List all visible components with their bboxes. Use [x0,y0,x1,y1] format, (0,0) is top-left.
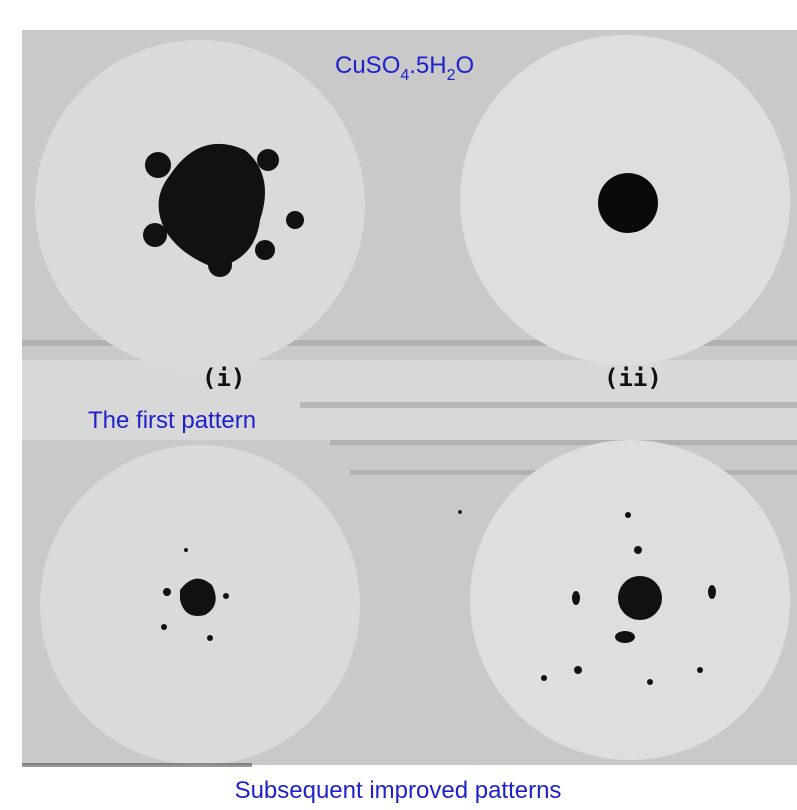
text-part: 4 [400,67,409,84]
diffraction-spots [161,548,229,641]
caption: The first pattern [88,407,256,434]
central-spot [598,173,658,233]
diffraction-spots [541,512,716,685]
speck [458,510,462,514]
text-part: .5H [409,52,446,79]
panel-label: (i) [202,364,245,392]
formula: CuSO4.5H2O [335,52,474,84]
panel-label: (ii) [604,364,662,392]
text-strip [22,360,797,440]
text-part: CuSO [335,52,400,79]
diffraction-blob [143,143,304,277]
text-part: O [456,52,475,79]
text-part: 2 [447,67,456,84]
caption: Subsequent improved patterns [235,777,562,804]
photo-edge [22,763,252,767]
